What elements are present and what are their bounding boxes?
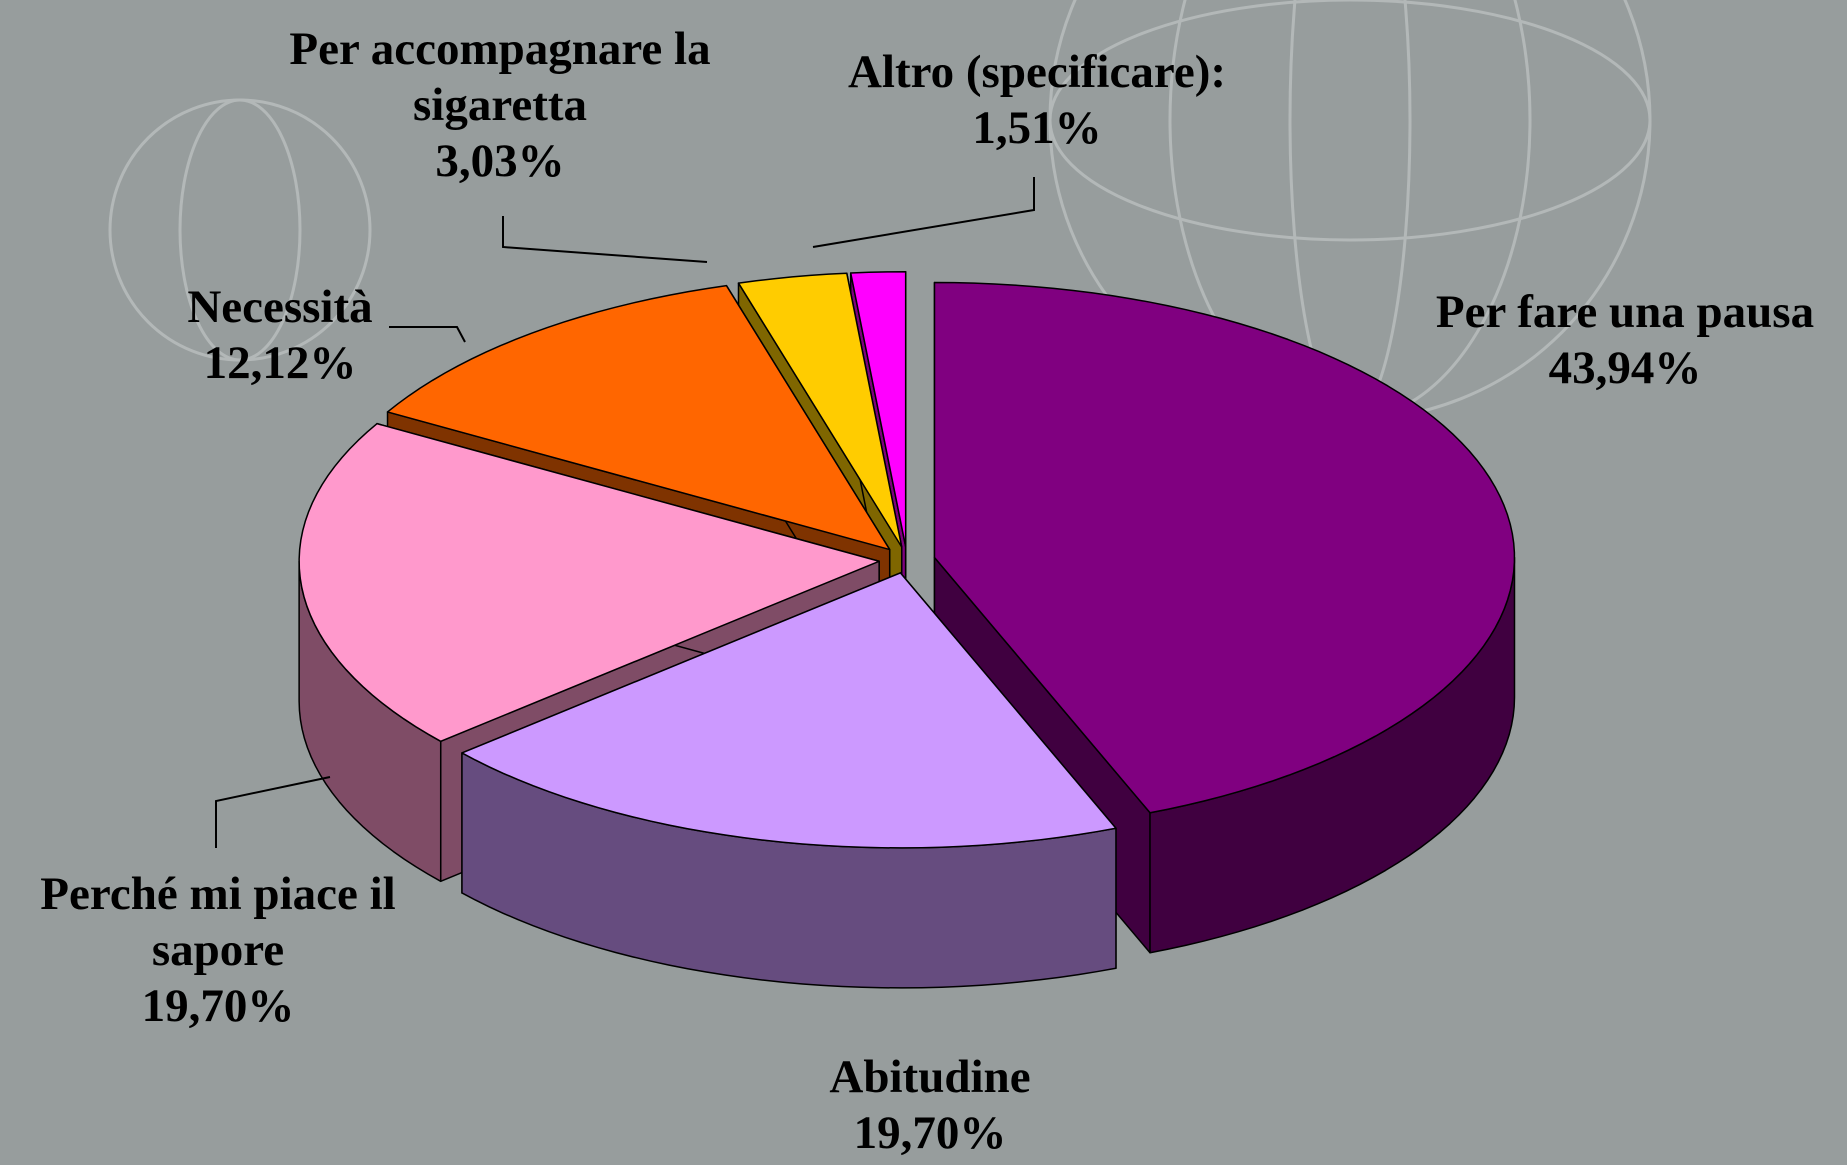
category-label: Altro (specificare): — [847, 46, 1227, 98]
category-label: Abitudine — [829, 1051, 1031, 1103]
value-label: 12,12% — [203, 337, 357, 389]
leader-line — [812, 177, 1035, 248]
slice-label: Perché mi piace il sapore 19,70% — [3, 866, 433, 1034]
slice-label: Necessità 12,12% — [130, 279, 430, 391]
value-label: 19,70% — [853, 1107, 1007, 1159]
category-label: Necessità — [187, 281, 373, 333]
slice-label: Abitudine 19,70% — [730, 1049, 1130, 1161]
slice-top — [737, 272, 903, 548]
slice-top — [849, 270, 907, 548]
slice-top — [386, 284, 891, 551]
slice-top — [461, 572, 1117, 849]
leader-line — [502, 216, 708, 263]
value-label: 3,03% — [435, 135, 565, 187]
pie — [298, 270, 1516, 989]
value-label: 1,51% — [972, 102, 1102, 154]
slice-label: Per accompagnare la sigaretta 3,03% — [250, 21, 750, 189]
category-label: Perché mi piace il sapore — [40, 868, 396, 976]
category-label: Per fare una pausa — [1435, 286, 1815, 338]
leader-lines — [215, 177, 1035, 848]
value-label: 19,70% — [141, 980, 295, 1032]
slice-label: Altro (specificare): 1,51% — [807, 44, 1267, 156]
slice-top — [933, 281, 1516, 814]
category-label: Per accompagnare la sigaretta — [289, 23, 711, 131]
leader-line — [215, 776, 331, 848]
leader-line — [389, 326, 466, 343]
slice-label: Per fare una pausa 43,94% — [1395, 284, 1847, 396]
slice-top — [298, 422, 880, 743]
value-label: 43,94% — [1548, 342, 1702, 394]
